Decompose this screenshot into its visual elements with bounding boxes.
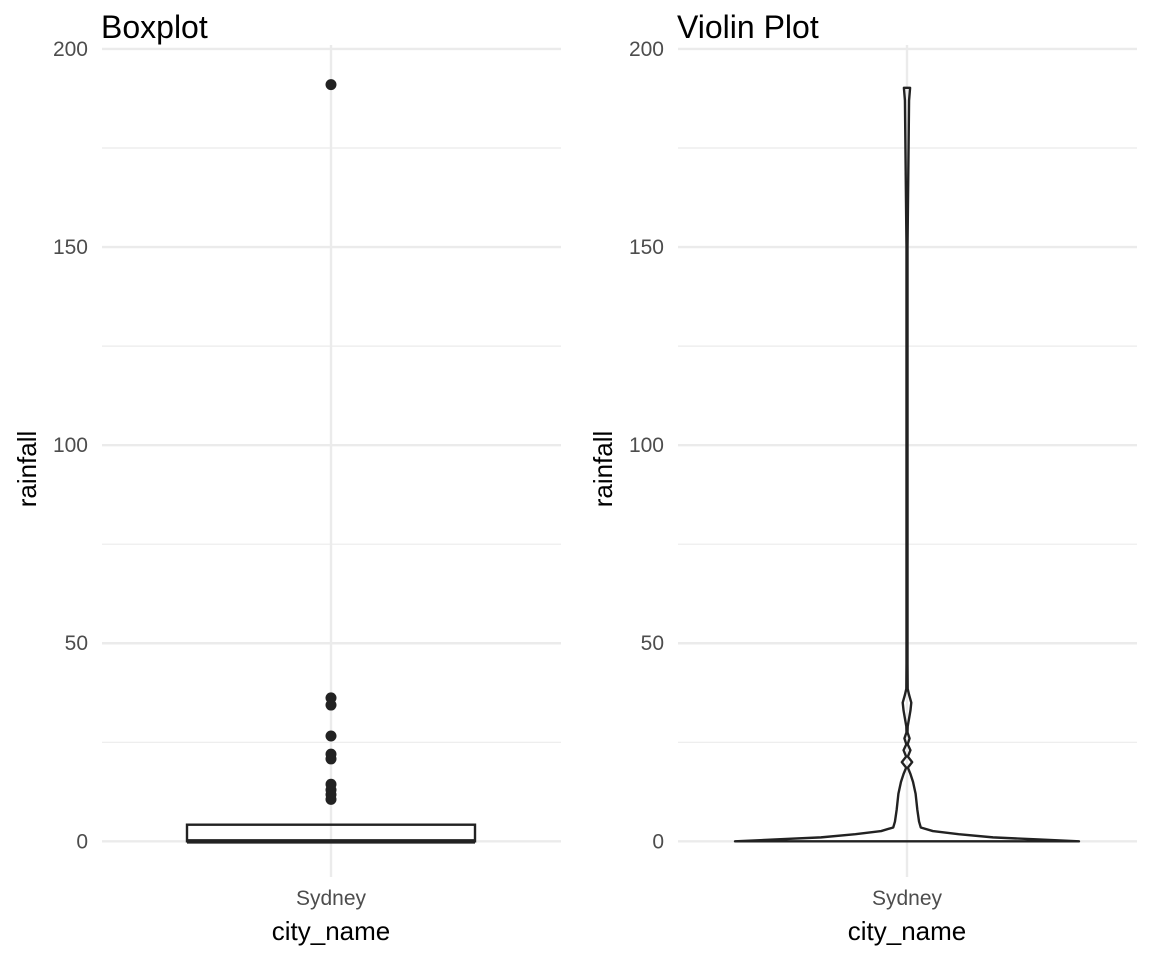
y-tick-label: 150 [629,236,664,259]
y-tick-label: 0 [652,830,664,853]
violin-x-axis-title: city_name [848,916,967,946]
boxplot-panel: 0 50 100 150 200 Boxplot Sydney city_name ra… [12,9,561,946]
outlier-point [325,730,337,742]
boxplot-marks [185,79,477,844]
violin-shape [733,86,1081,843]
boxplot-y-tick-labels: 0 50 100 150 200 [53,38,88,853]
y-tick-label: 100 [53,434,88,457]
outlier-point [325,699,337,711]
y-tick-label: 0 [76,830,88,853]
boxplot-title: Boxplot [101,9,208,45]
y-tick-label: 100 [629,434,664,457]
violin-title: Violin Plot [677,9,819,45]
outlier-point [325,793,337,805]
violin-x-tick-label: Sydney [872,887,943,910]
y-tick-label: 50 [641,632,664,655]
violin-marks [733,86,1081,843]
y-tick-label: 200 [53,38,88,61]
outlier-point [325,79,337,91]
boxplot-x-tick-label: Sydney [296,887,367,910]
violin-y-axis-title: rainfall [588,431,618,508]
y-tick-label: 150 [53,236,88,259]
y-tick-label: 200 [629,38,664,61]
outlier-point [325,753,337,765]
violin-y-tick-labels: 0 50 100 150 200 [629,38,664,853]
y-tick-label: 50 [65,632,88,655]
boxplot-y-axis-title: rainfall [12,431,42,508]
violin-panel: 0 50 100 150 200 Violin Plot Sydney city_nam… [588,9,1137,946]
boxplot-x-axis-title: city_name [272,916,391,946]
